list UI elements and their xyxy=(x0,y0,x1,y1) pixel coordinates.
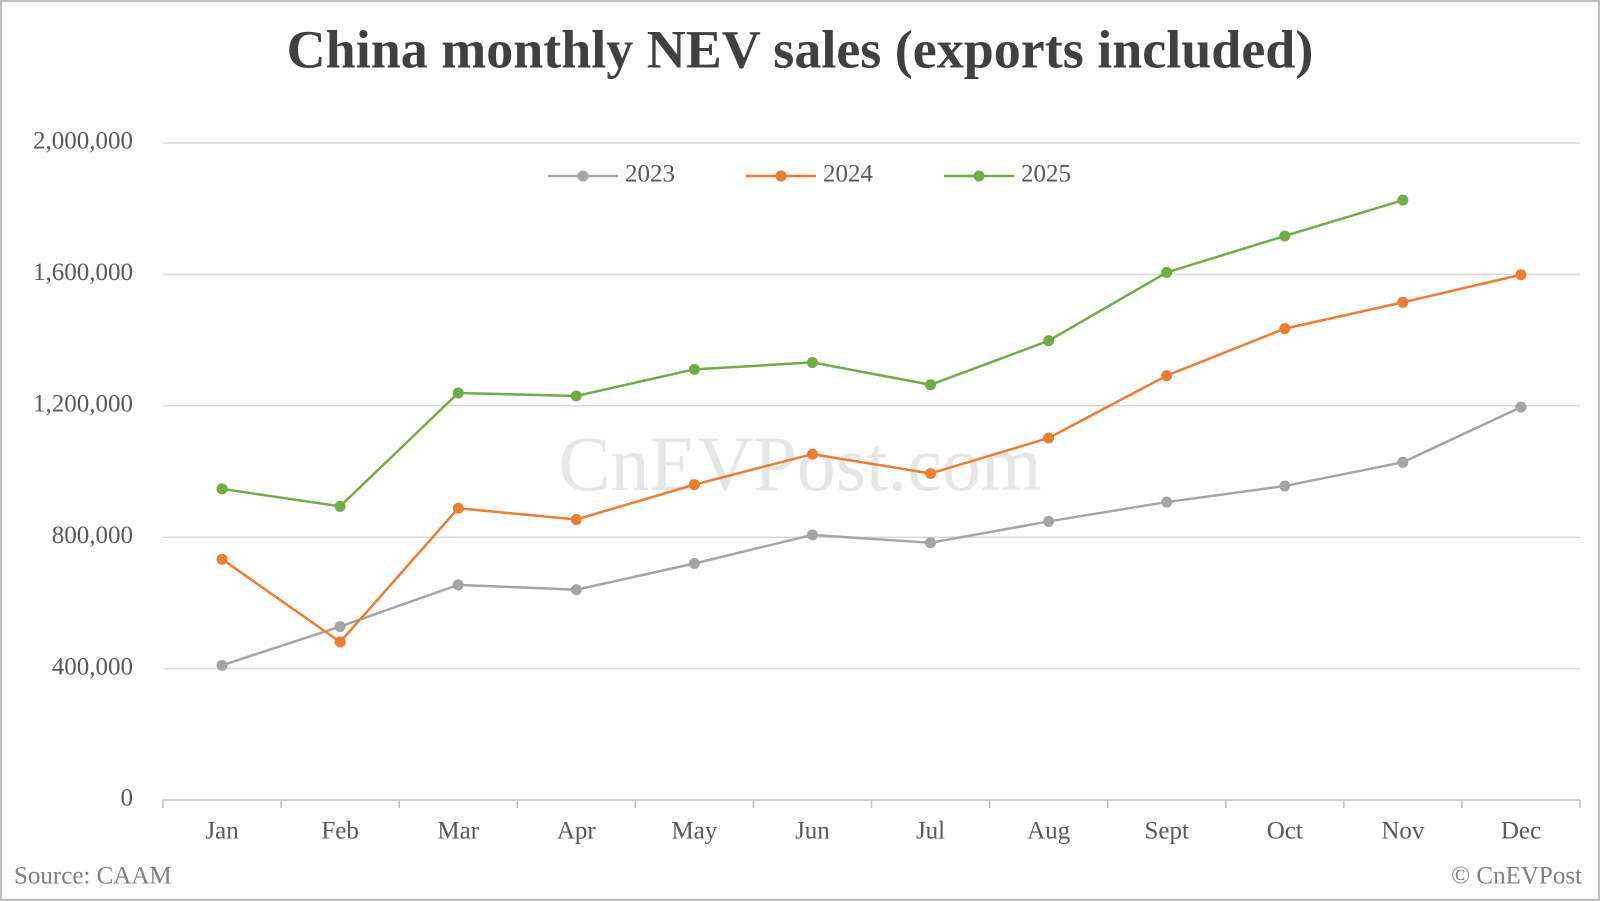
data-point xyxy=(1043,432,1055,444)
data-point xyxy=(452,502,464,514)
data-point xyxy=(806,448,818,460)
series-line xyxy=(221,273,1522,644)
data-point xyxy=(334,621,346,633)
y-tick-label: 800,000 xyxy=(52,522,133,549)
data-point xyxy=(1279,323,1291,335)
data-point xyxy=(1279,230,1291,242)
x-tick-label: Jun xyxy=(795,818,830,845)
data-point xyxy=(570,513,582,525)
y-tick-label: 0 xyxy=(121,785,134,812)
data-point xyxy=(1161,266,1173,278)
x-tick-label: Sept xyxy=(1144,818,1189,845)
data-point xyxy=(688,363,700,375)
data-point xyxy=(1161,496,1173,508)
x-tick-label: Oct xyxy=(1267,818,1303,845)
data-point xyxy=(334,500,346,512)
y-tick-label: 1,200,000 xyxy=(33,391,133,418)
x-tick-label: May xyxy=(671,818,717,845)
data-point xyxy=(1515,269,1527,281)
watermark: CnEVPost.com xyxy=(558,420,1041,507)
data-point xyxy=(806,529,818,541)
x-tick-label: Feb xyxy=(321,818,359,845)
data-point xyxy=(1397,194,1409,206)
series-line xyxy=(221,405,1522,667)
legend-label: 2023 xyxy=(625,161,675,188)
x-tick-label: Jul xyxy=(916,818,945,845)
data-point xyxy=(1397,296,1409,308)
data-point xyxy=(925,379,937,391)
y-tick-label: 1,600,000 xyxy=(33,259,133,286)
x-tick-label: Aug xyxy=(1027,818,1071,845)
data-point xyxy=(806,356,818,368)
data-point xyxy=(1397,456,1409,468)
data-point xyxy=(452,579,464,591)
data-point xyxy=(570,584,582,596)
y-tick-label: 2,000,000 xyxy=(33,128,133,155)
data-point xyxy=(452,387,464,399)
data-point xyxy=(1515,401,1527,413)
x-tick-label: Apr xyxy=(557,818,597,845)
legend-marker xyxy=(577,170,589,182)
chart-title: China monthly NEV sales (exports include… xyxy=(287,19,1314,79)
x-tick-label: Mar xyxy=(437,818,479,845)
data-point xyxy=(216,553,228,565)
x-tick-label: Nov xyxy=(1381,818,1425,845)
data-point xyxy=(925,537,937,549)
y-tick-label: 400,000 xyxy=(52,653,133,680)
data-point xyxy=(925,467,937,479)
data-point xyxy=(1279,480,1291,492)
data-point xyxy=(216,659,228,671)
source-note: Source: CAAM xyxy=(14,863,172,890)
data-point xyxy=(688,479,700,491)
data-point xyxy=(570,390,582,402)
x-tick-label: Jan xyxy=(205,818,239,845)
data-point xyxy=(1043,515,1055,527)
data-point xyxy=(1043,335,1055,347)
data-point xyxy=(216,483,228,495)
data-point xyxy=(334,636,346,648)
x-tick-label: Dec xyxy=(1501,818,1541,845)
copyright-note: © CnEVPost xyxy=(1451,863,1582,890)
legend-marker xyxy=(973,170,985,182)
legend-label: 2024 xyxy=(823,161,874,188)
data-point xyxy=(1161,370,1173,382)
data-point xyxy=(688,557,700,569)
legend-marker xyxy=(775,170,787,182)
legend-label: 2025 xyxy=(1021,161,1071,188)
